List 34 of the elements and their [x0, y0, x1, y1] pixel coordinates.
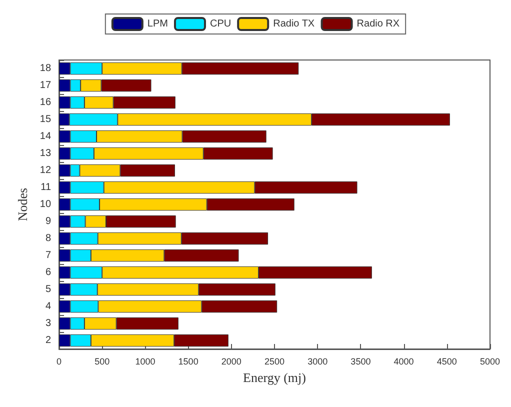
- y-tick-label: 11: [40, 182, 52, 193]
- y-tick-label: 10: [40, 199, 52, 210]
- y-tick-label: 2: [45, 335, 52, 346]
- y-tick-label: 13: [40, 148, 52, 159]
- legend-label: Radio RX: [356, 18, 400, 30]
- x-tick-label: 2500: [264, 356, 285, 366]
- legend-label: LPM: [147, 18, 168, 30]
- y-tick-label: 3: [45, 318, 52, 329]
- y-tick-label: 7: [45, 250, 52, 261]
- legend-label: CPU: [210, 18, 232, 30]
- y-tick-label: 9: [45, 216, 52, 227]
- y-tick-label: 17: [40, 80, 52, 91]
- y-tick-label: 5: [45, 284, 52, 295]
- x-tick-label: 1000: [135, 356, 156, 366]
- x-tick-label: 5000: [480, 356, 500, 366]
- y-tick-label: 12: [40, 165, 52, 176]
- y-axis-title: Nodes: [15, 188, 30, 222]
- x-tick-label: 0: [56, 356, 62, 366]
- y-tick-label: 4: [45, 301, 52, 312]
- y-tick-label: 8: [45, 233, 52, 244]
- x-tick-label: 1500: [178, 356, 198, 366]
- y-tick-label: 18: [40, 63, 52, 74]
- y-tick-label: 6: [45, 267, 52, 278]
- x-tick-label: 4500: [436, 356, 457, 366]
- x-tick-label: 500: [94, 356, 110, 366]
- x-axis-title: Energy (mj): [243, 370, 306, 385]
- y-tick-label: 15: [40, 114, 52, 125]
- legend-label: Radio TX: [273, 18, 315, 30]
- x-tick-label: 3500: [350, 356, 371, 366]
- x-tick-label: 3000: [308, 356, 328, 366]
- y-tick-label: 14: [40, 131, 52, 142]
- x-tick-label: 4000: [394, 356, 414, 366]
- x-tick-label: 2000: [221, 356, 242, 366]
- y-tick-label: 16: [40, 97, 52, 108]
